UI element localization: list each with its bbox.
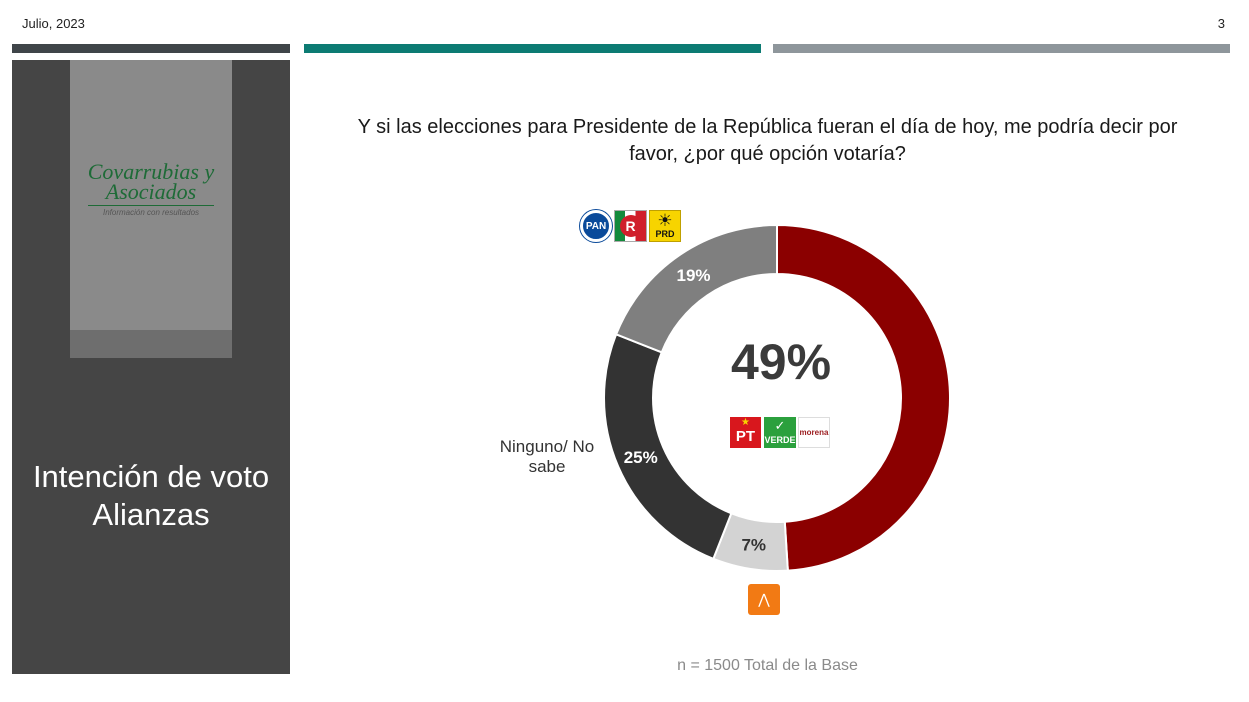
company-logo-text: Covarrubias y Asociados <box>87 159 215 204</box>
date-label: Julio, 2023 <box>22 16 85 31</box>
donut-slice-3 <box>614 223 778 354</box>
logo-panel-strip <box>70 330 232 358</box>
pt-star-icon: ★ <box>741 417 750 428</box>
donut-slice-2 <box>603 333 733 561</box>
sidebar-title: Intención de voto Alianzas <box>32 459 270 532</box>
page-number: 3 <box>1217 16 1225 31</box>
slice-label-3: 19% <box>677 266 711 285</box>
movimiento-ciudadano-logo-icon <box>748 584 780 615</box>
logo-divider <box>88 205 214 206</box>
verde-toucan-icon: ✓ <box>774 418 786 433</box>
company-tagline: Información con resultados <box>102 208 200 217</box>
center-label: 49% <box>731 334 831 390</box>
header-bar-gray <box>773 44 1230 53</box>
pri-logo-letter: R <box>619 215 642 237</box>
pt-logo-icon: PT <box>730 417 761 448</box>
pri-logo-icon: R <box>614 210 647 242</box>
morena-logo-icon: morena <box>798 417 830 448</box>
donut-slice-0 <box>776 223 952 572</box>
verde-logo-icon: VERDE <box>764 417 796 448</box>
chart-title: Y si las elecciones para Presidente de l… <box>357 116 1178 165</box>
prd-sun-icon: ☀ <box>657 211 673 230</box>
prd-logo-icon: PRD <box>649 210 681 242</box>
ninguno-label: Ninguno/ No sabe <box>499 437 595 476</box>
header-bar-teal <box>304 44 761 53</box>
mc-eagle-icon: ⋀ <box>758 591 770 607</box>
pan-logo-icon: PAN <box>580 210 612 242</box>
logo-panel <box>70 60 232 330</box>
slice-label-1: 7% <box>741 536 766 555</box>
sample-note: n = 1500 Total de la Base <box>677 657 858 674</box>
header-bar-dark <box>12 44 290 53</box>
slice-label-2: 25% <box>624 448 658 467</box>
